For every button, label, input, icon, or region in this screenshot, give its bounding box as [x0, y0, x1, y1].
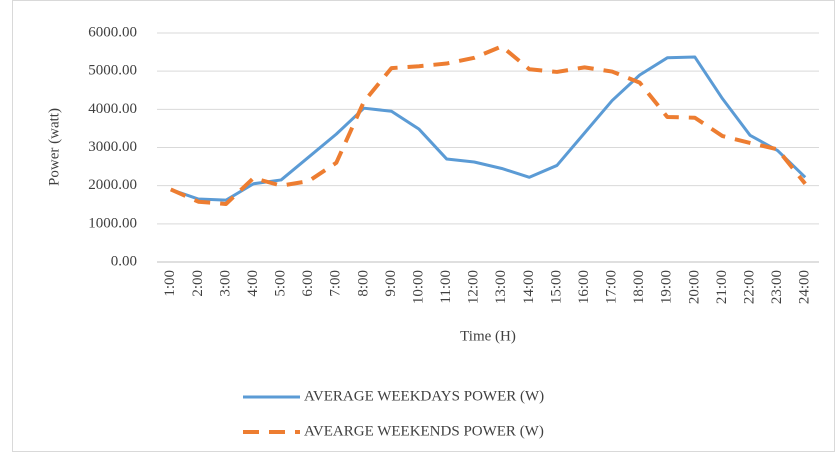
y-tick-label: 3000.00	[88, 139, 137, 155]
y-tick-label: 0.00	[111, 253, 137, 269]
y-tick-label: 2000.00	[88, 177, 137, 193]
x-tick-label: 16:00	[576, 270, 592, 304]
x-tick-label: 21:00	[714, 270, 730, 304]
x-tick-label: 4:00	[245, 270, 261, 297]
y-tick-label: 1000.00	[88, 215, 137, 231]
y-axis-label: Power (watt)	[46, 108, 62, 186]
x-tick-label: 6:00	[300, 270, 316, 297]
x-tick-label: 2:00	[190, 270, 206, 297]
legend-label: AVERAGE WEEKDAYS POWER (W)	[304, 388, 544, 404]
x-tick-label: 8:00	[355, 270, 371, 297]
series-line	[170, 55, 807, 202]
x-tick-label: 22:00	[741, 270, 757, 304]
x-tick-label: 3:00	[217, 270, 233, 297]
x-tick-label: 24:00	[797, 270, 813, 304]
x-tick-label: 9:00	[383, 270, 399, 297]
x-tick-label: 15:00	[548, 270, 564, 304]
x-tick-label: 5:00	[273, 270, 289, 297]
x-tick-label: 10:00	[410, 270, 426, 304]
series-line	[169, 44, 807, 206]
x-tick-label: 18:00	[631, 270, 647, 304]
x-tick-label: 1:00	[162, 270, 178, 297]
x-axis-label: Time (H)	[460, 328, 516, 344]
x-tick-label: 13:00	[493, 270, 509, 304]
x-tick-label: 20:00	[686, 270, 702, 304]
legend-label: AVEARGE WEEKENDS POWER (W)	[304, 423, 544, 439]
x-tick-label: 7:00	[328, 270, 344, 297]
x-tick-label: 19:00	[659, 270, 675, 304]
x-tick-label: 11:00	[438, 270, 454, 304]
x-tick-label: 17:00	[604, 270, 620, 304]
y-tick-label: 5000.00	[88, 63, 137, 79]
chart-border	[12, 0, 835, 452]
y-tick-label: 6000.00	[88, 24, 137, 40]
x-tick-label: 14:00	[521, 270, 537, 304]
x-tick-label: 12:00	[466, 270, 482, 304]
y-tick-label: 4000.00	[88, 101, 137, 117]
x-tick-label: 23:00	[769, 270, 785, 304]
